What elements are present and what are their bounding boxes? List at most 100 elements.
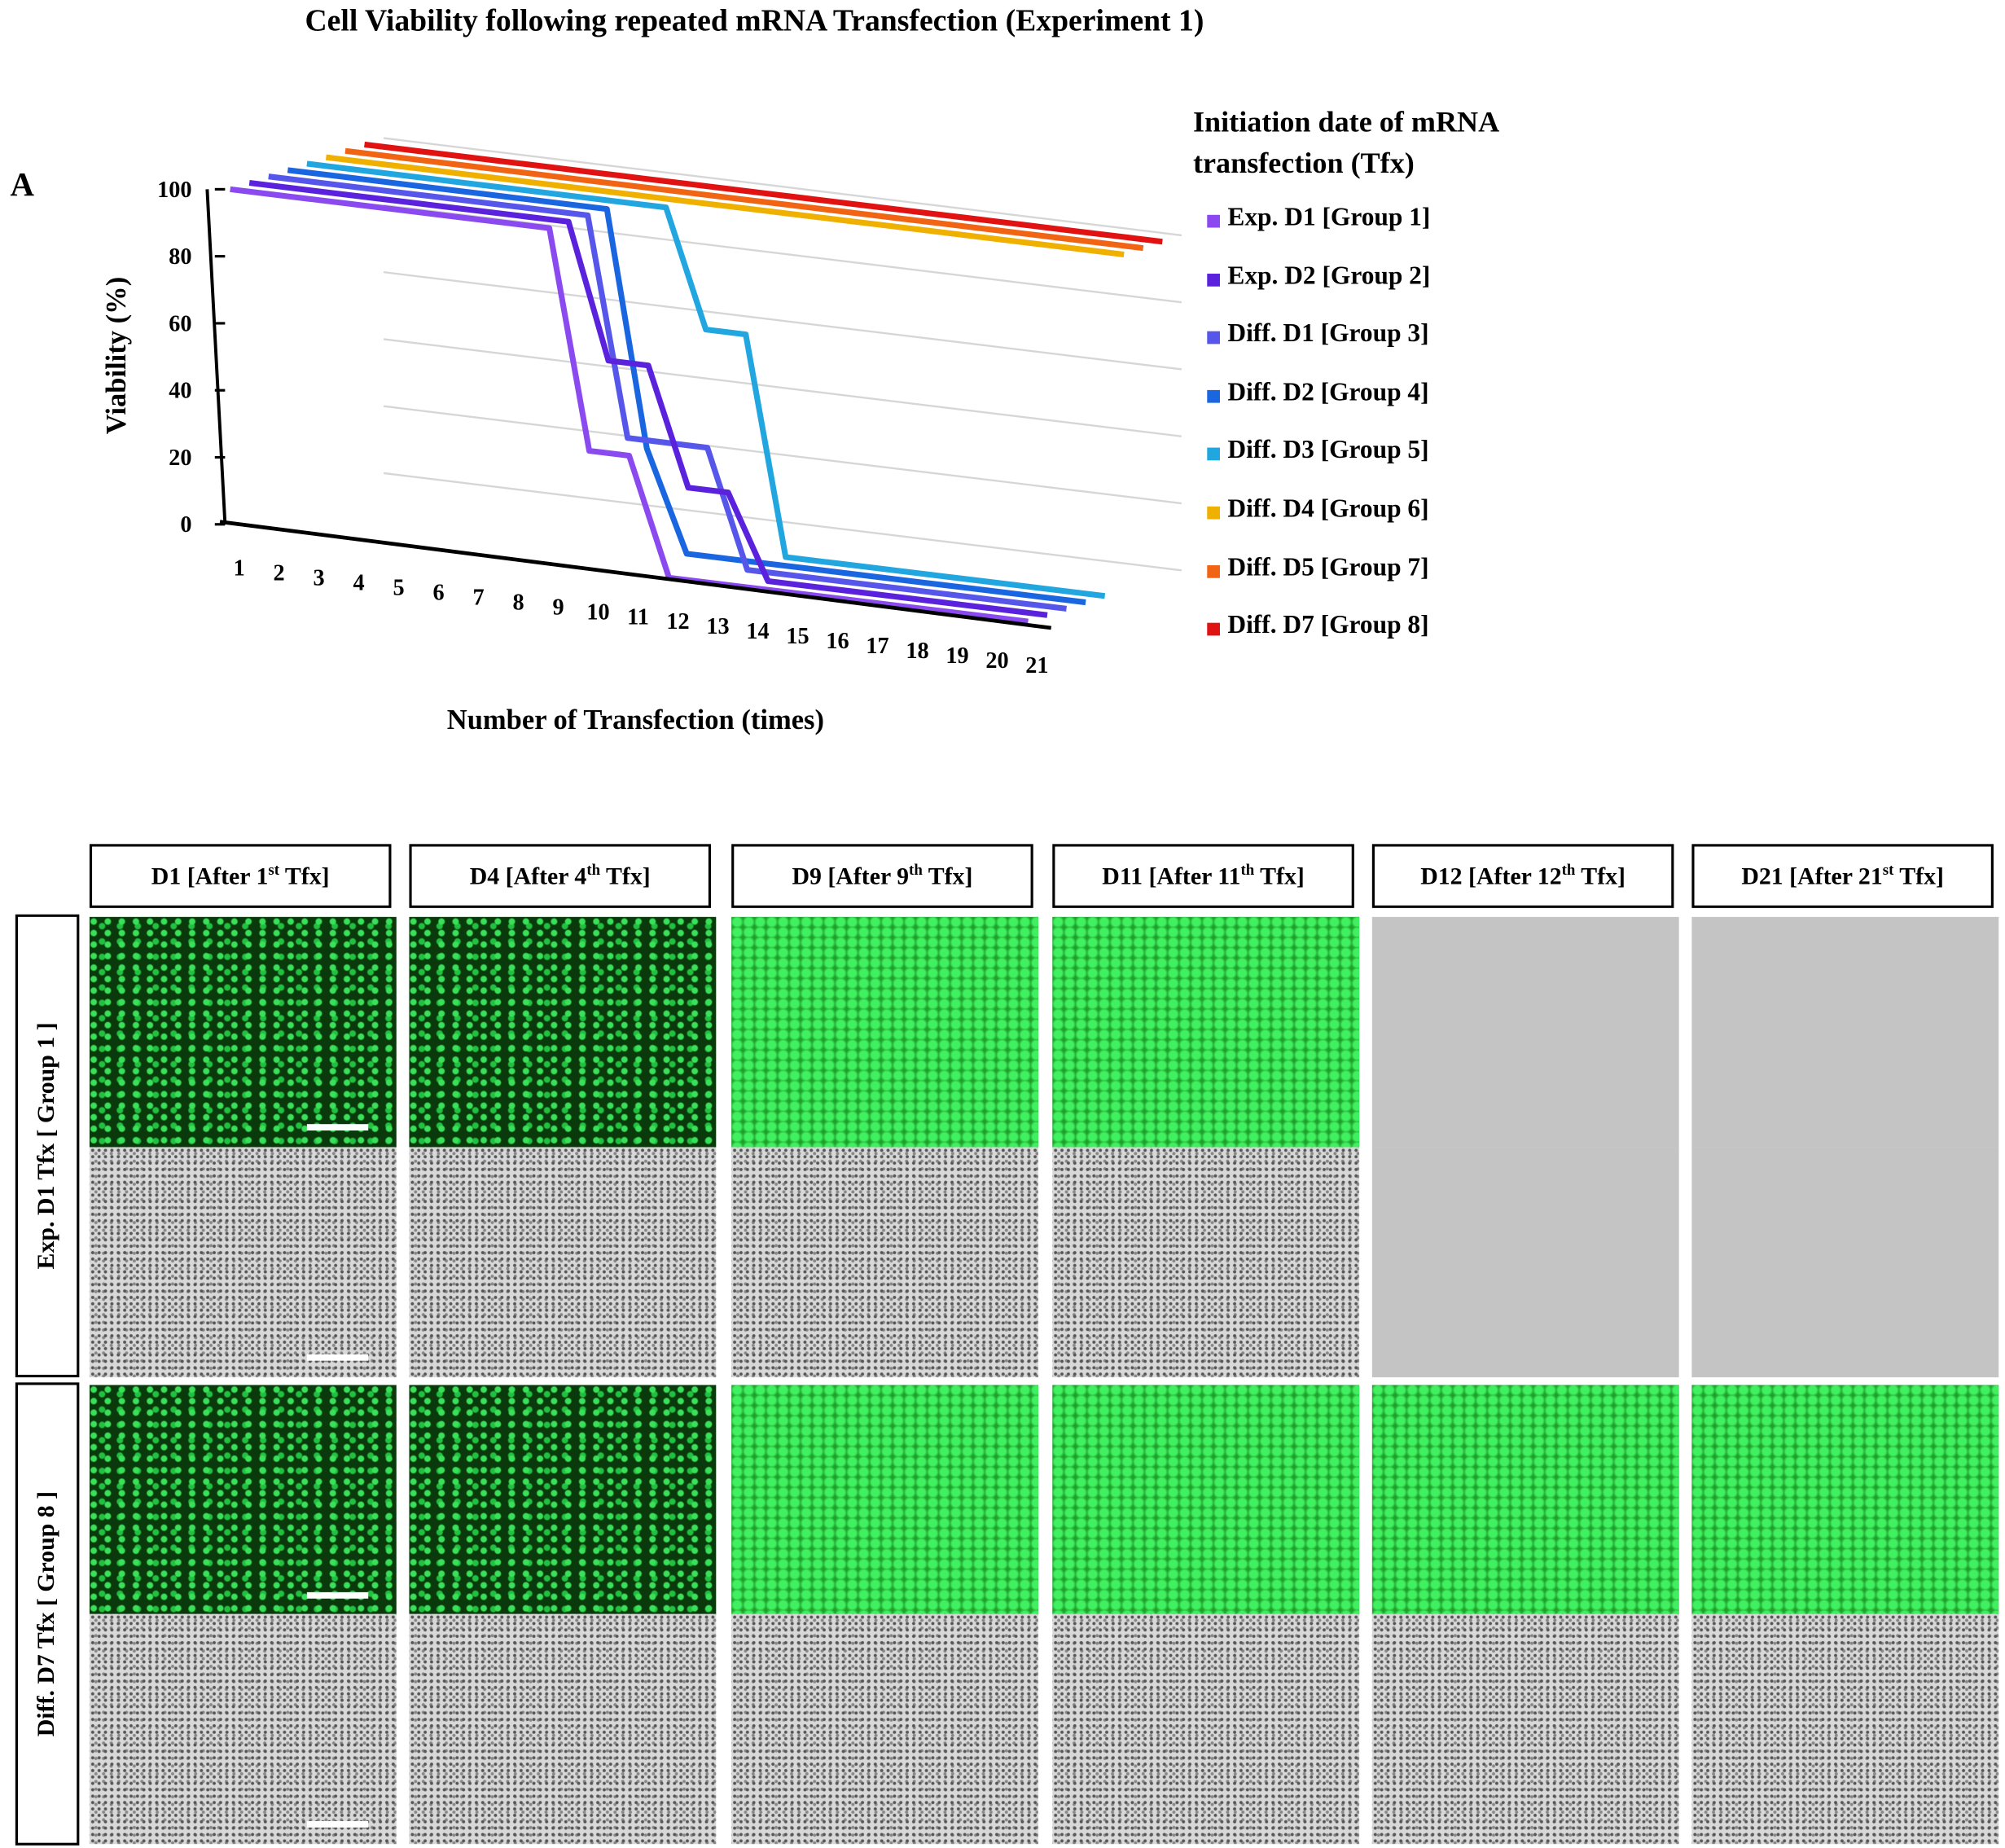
legend-label: Diff. D7 [Group 8]: [1227, 611, 1429, 640]
x-tick-label: 12: [666, 609, 689, 634]
grid-line: [383, 270, 1182, 371]
legend-swatch: [1207, 506, 1220, 520]
header-tail: Tfx]: [1893, 863, 1944, 891]
micrograph: [1052, 1613, 1360, 1845]
column-header: D12 [After 12th Tfx]: [1371, 844, 1674, 908]
micrograph: [731, 1147, 1039, 1378]
legend-swatch: [1207, 331, 1220, 345]
x-tick-label: 13: [706, 614, 729, 639]
header-sup: st: [268, 860, 279, 879]
column-header: D1 [After 1st Tfx]: [89, 844, 392, 908]
grid-line: [383, 137, 1182, 237]
micrograph: [1052, 1385, 1360, 1616]
micrograph: [1052, 916, 1360, 1148]
micrograph: [1371, 1613, 1679, 1845]
legend-title: Initiation date of mRNA transfection (Tf…: [1192, 106, 1498, 179]
x-tick-label: 15: [786, 624, 809, 649]
x-tick-label: 8: [512, 590, 524, 615]
legend-label: Diff. D3 [Group 5]: [1227, 437, 1429, 465]
y-tick-label: 60: [169, 311, 191, 336]
x-tick-label: 10: [586, 599, 609, 625]
legend-label: Diff. D1 [Group 3]: [1227, 319, 1429, 349]
x-tick-label: 18: [906, 639, 928, 664]
legend-swatch: [1207, 389, 1220, 403]
grid-line: [383, 472, 1182, 572]
header-main: D4 [After 4: [469, 863, 587, 891]
header-tail: Tfx]: [1254, 863, 1305, 891]
legend-label: Exp. D2 [Group 2]: [1227, 261, 1431, 290]
y-tick-label: 100: [157, 178, 191, 203]
scale-bar: [306, 1591, 369, 1599]
column-header: D11 [After 11th Tfx]: [1052, 844, 1354, 908]
scale-bar: [306, 1354, 369, 1361]
x-tick-label: 21: [1025, 653, 1048, 678]
header-main: D1 [After 1: [151, 863, 269, 891]
y-tick-label: 40: [169, 379, 191, 404]
header-main: D21 [After 21: [1741, 863, 1883, 891]
header-text: D9 [After 9th Tfx]: [792, 860, 972, 891]
legend-swatch: [1207, 622, 1220, 636]
micrograph: [89, 1147, 397, 1378]
header-sup: th: [909, 860, 923, 879]
header-tail: Tfx]: [1575, 863, 1625, 891]
header-text: D1 [After 1st Tfx]: [151, 860, 330, 891]
header-sup: st: [1882, 860, 1894, 879]
y-tick-label: 20: [169, 446, 191, 471]
header-sup: th: [586, 860, 601, 879]
legend-swatch: [1207, 273, 1220, 287]
micrograph: [731, 1385, 1039, 1616]
panel-label: A: [11, 166, 35, 203]
x-tick-label: 6: [433, 580, 445, 605]
header-sup: th: [1561, 860, 1576, 879]
row-label: Diff. D7 Tfx [ Group 8 ]: [33, 1490, 60, 1737]
row-label: Exp. D1 Tfx [ Group 1 ]: [33, 1022, 60, 1270]
legend-swatch: [1207, 214, 1220, 228]
micrograph: [409, 1147, 717, 1378]
chart-title: Cell Viability following repeated mRNA T…: [305, 4, 1204, 38]
y-tick-label: 0: [180, 512, 191, 538]
micrograph: [409, 1385, 717, 1616]
micrograph: [1052, 1147, 1360, 1378]
legend-swatch: [1207, 448, 1220, 461]
legend-label: Diff. D4 [Group 6]: [1227, 494, 1429, 524]
series-line: [287, 167, 1086, 606]
series-line: [306, 160, 1106, 599]
header-text: D11 [After 11th Tfx]: [1102, 860, 1305, 891]
series-line: [248, 180, 1048, 618]
x-tick-label: 3: [314, 566, 325, 591]
x-tick-label: 16: [826, 629, 849, 654]
micrograph: [409, 1613, 717, 1845]
x-tick-label: 1: [234, 556, 245, 582]
micrograph: [1371, 1385, 1679, 1616]
header-tail: Tfx]: [922, 863, 973, 891]
micrograph: [89, 1613, 397, 1845]
grid-line: [383, 338, 1182, 437]
x-tick-label: 2: [274, 561, 285, 586]
x-tick-label: 11: [627, 604, 649, 630]
x-axis-title: Number of Transfection (times): [447, 705, 824, 735]
micrograph: [1371, 1147, 1679, 1378]
header-main: D12 [After 12: [1420, 863, 1562, 891]
header-text: D4 [After 4th Tfx]: [470, 860, 651, 891]
x-tick-label: 20: [985, 648, 1008, 674]
y-axis-title: Viability (%): [101, 277, 132, 434]
grid-line: [383, 405, 1182, 505]
header-sup: th: [1240, 860, 1255, 879]
column-header: D4 [After 4th Tfx]: [409, 844, 712, 908]
scale-bar: [306, 1820, 369, 1828]
micrograph: [89, 916, 397, 1148]
x-tick-label: 19: [945, 643, 968, 669]
header-main: D9 [After 9: [792, 863, 910, 891]
micrograph: [1691, 1613, 1999, 1845]
header-text: D12 [After 12th Tfx]: [1420, 860, 1625, 891]
micrograph: [731, 916, 1039, 1148]
micrograph: [1691, 1385, 1999, 1616]
legend-label: Diff. D5 [Group 7]: [1227, 553, 1429, 582]
series-line: [364, 141, 1163, 245]
x-tick-label: 7: [473, 585, 485, 610]
legend-label: Exp. D1 [Group 1]: [1227, 203, 1431, 232]
header-text: D21 [After 21st Tfx]: [1741, 860, 1944, 891]
y-axis: [205, 189, 227, 525]
series-line: [230, 186, 1029, 625]
